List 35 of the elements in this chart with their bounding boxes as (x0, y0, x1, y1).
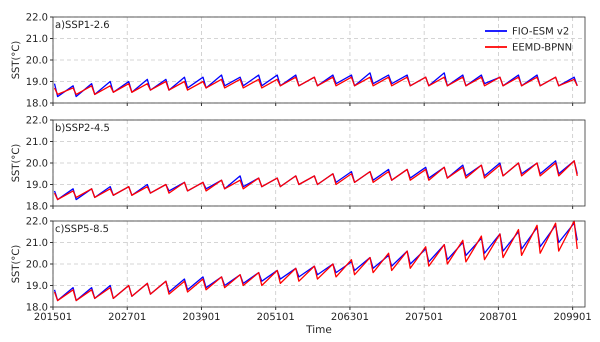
legend-label: FIO-ESM v2 (512, 26, 570, 38)
line-series (54, 160, 578, 200)
y-tick-label: 18.0 (26, 98, 48, 110)
x-tick-label: 206301 (330, 312, 370, 323)
y-tick-label: 22.0 (26, 116, 48, 126)
y-tick-label: 19.0 (26, 180, 48, 191)
y-tick-label: 19.0 (26, 77, 48, 88)
y-tick-label: 22.0 (26, 216, 48, 228)
x-tick-label: 207501 (405, 312, 444, 323)
y-tick-label: 20.0 (26, 158, 48, 170)
line-series (54, 76, 578, 96)
y-axis-title: SST(°C) (11, 40, 22, 80)
x-axis-title: Time (305, 324, 332, 336)
x-tick-label: 201501 (34, 312, 72, 323)
x-tick-label: 202701 (108, 312, 146, 323)
y-axis-title: SST(°C) (11, 144, 22, 182)
x-tick-label: 203901 (182, 312, 221, 323)
chart-title: b)SSP2-4.5 (55, 123, 110, 134)
chart-title: c)SSP5-8.5 (55, 224, 109, 235)
y-tick-label: 18.0 (26, 202, 48, 212)
line-series (54, 72, 578, 98)
y-tick-label: 18.0 (26, 302, 48, 314)
y-axis-title: SST(°C) (11, 244, 22, 284)
y-tick-label: 21.0 (26, 238, 48, 249)
y-tick-label: 20.0 (26, 56, 48, 66)
legend-label: EEMD-BPNN (512, 42, 572, 54)
y-tick-label: 21.0 (26, 34, 48, 45)
chart-title: a)SSP1-2.6 (55, 20, 110, 31)
y-tick-label: 19.0 (26, 281, 48, 292)
x-tick-label: 205101 (256, 312, 295, 323)
x-tick-label: 209901 (554, 312, 592, 323)
x-tick-label: 208701 (479, 312, 518, 323)
y-tick-label: 21.0 (26, 137, 48, 148)
y-tick-label: 20.0 (26, 260, 48, 270)
y-tick-label: 22.0 (26, 12, 48, 24)
